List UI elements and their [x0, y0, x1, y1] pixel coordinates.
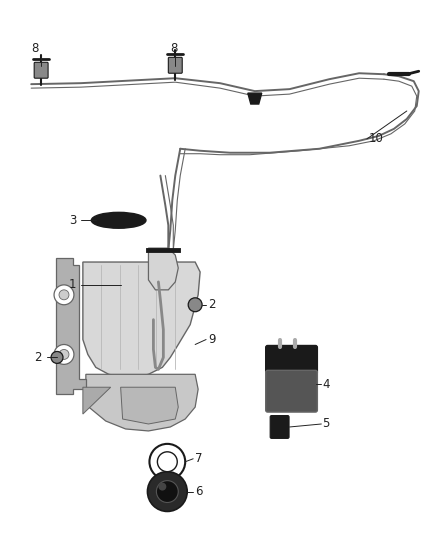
Text: 8: 8 [170, 42, 178, 55]
Text: 7: 7 [195, 453, 203, 465]
Polygon shape [120, 387, 178, 424]
Text: 9: 9 [208, 333, 215, 346]
Ellipse shape [91, 212, 146, 228]
Text: 5: 5 [322, 417, 330, 431]
Polygon shape [248, 93, 262, 104]
Circle shape [59, 350, 69, 359]
Polygon shape [86, 374, 198, 431]
Polygon shape [148, 248, 178, 290]
Text: 1: 1 [69, 278, 77, 292]
FancyBboxPatch shape [168, 58, 182, 73]
Polygon shape [83, 387, 111, 414]
Text: 4: 4 [322, 378, 330, 391]
Circle shape [148, 472, 187, 512]
Text: 2: 2 [34, 351, 42, 364]
Text: 3: 3 [69, 214, 76, 227]
Circle shape [159, 482, 166, 490]
Circle shape [54, 285, 74, 305]
FancyBboxPatch shape [270, 416, 289, 439]
Circle shape [149, 444, 185, 480]
FancyBboxPatch shape [266, 345, 318, 374]
FancyBboxPatch shape [34, 62, 48, 78]
Circle shape [156, 481, 178, 503]
Circle shape [59, 290, 69, 300]
Polygon shape [83, 262, 200, 377]
Text: 8: 8 [31, 42, 39, 55]
Circle shape [157, 452, 177, 472]
Text: 2: 2 [208, 298, 215, 311]
Polygon shape [56, 258, 86, 394]
Text: 10: 10 [369, 132, 384, 146]
Text: 6: 6 [195, 485, 203, 498]
Circle shape [54, 344, 74, 365]
Circle shape [51, 351, 63, 364]
Circle shape [188, 298, 202, 312]
FancyBboxPatch shape [266, 370, 318, 412]
